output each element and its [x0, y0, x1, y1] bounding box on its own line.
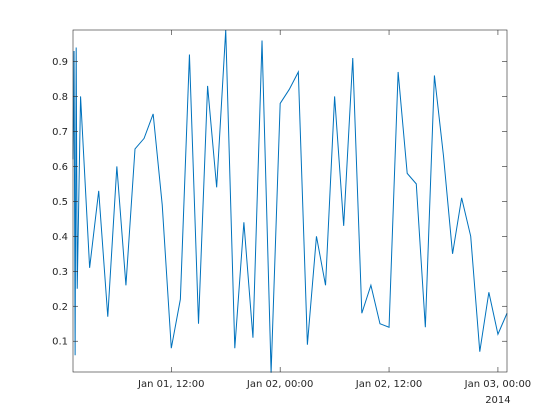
y-tick-label: 0.5: [52, 197, 68, 208]
y-tick-label: 0.9: [52, 57, 68, 68]
y-tick-label: 0.2: [52, 302, 68, 313]
x-secondary-label: 2014: [485, 395, 510, 406]
data-line: [72, 29, 508, 373]
y-tick-label: 0.8: [52, 92, 68, 103]
x-tick-label: Jan 02, 00:00: [246, 379, 314, 390]
y-tick-label: 0.6: [52, 162, 68, 173]
y-tick-label: 0.1: [52, 337, 68, 348]
axes-box: [72, 29, 508, 373]
y-tick-label: 0.3: [52, 267, 68, 278]
x-tick-label: Jan 03, 00:00: [464, 379, 532, 390]
y-tick-label: 0.7: [52, 127, 68, 138]
x-tick-label: Jan 02, 12:00: [355, 379, 423, 390]
y-tick-label: 0.4: [52, 232, 68, 243]
x-tick-label: Jan 01, 12:00: [137, 379, 205, 390]
